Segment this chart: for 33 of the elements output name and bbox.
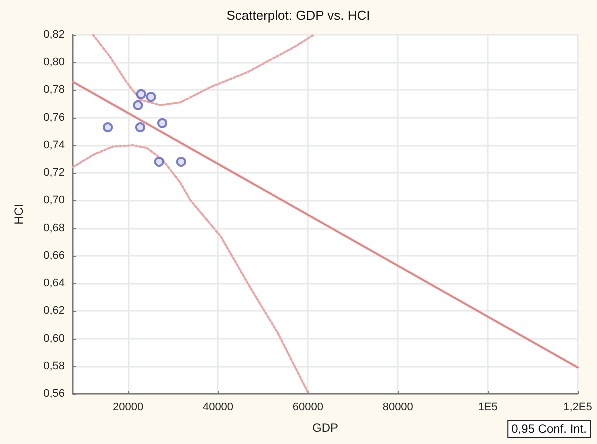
point (157, 118, 168, 128)
y-tick-label: 0,72 (44, 167, 65, 180)
point (133, 100, 144, 110)
y-tick-label: 0,80 (44, 56, 65, 69)
y-tick-label: 0,82 (44, 29, 65, 41)
point (146, 92, 156, 102)
x-tick-label: 1E5 (478, 402, 498, 414)
y-tick-label: 0,76 (44, 112, 65, 124)
x-tick-label: 60000 (292, 402, 324, 414)
y-tick-label: 0,78 (44, 84, 65, 96)
x-tick-label: 1,2E5 (564, 402, 592, 414)
y-tick-label: 0,58 (44, 360, 65, 372)
y-tick-label: 0,60 (44, 332, 65, 345)
x-tick-label: 20000 (113, 402, 144, 414)
y-tick-label: 0,56 (44, 388, 65, 400)
x-axis-title: GDP (312, 421, 339, 435)
text: 0,95 Conf. Int. (512, 422, 588, 436)
point (136, 89, 146, 100)
y-tick-label: 0,66 (44, 250, 65, 262)
point (176, 157, 186, 168)
y-axis-title: HCI (12, 204, 26, 225)
y-tick-label: 0,70 (44, 194, 65, 207)
y-tick-label: 0,64 (44, 278, 65, 290)
line-series (72, 144, 310, 394)
x-tick-label: 40000 (202, 402, 234, 414)
point (154, 157, 164, 168)
point (103, 122, 114, 133)
y-tick-label: 0,68 (44, 222, 65, 234)
y-tick-label: 0,74 (44, 139, 65, 152)
x-tick-label: 80000 (382, 402, 414, 414)
y-tick-label: 0,62 (44, 305, 65, 318)
point (135, 122, 146, 133)
chart-title: Scatterplot: GDP vs. HCI (226, 8, 370, 23)
